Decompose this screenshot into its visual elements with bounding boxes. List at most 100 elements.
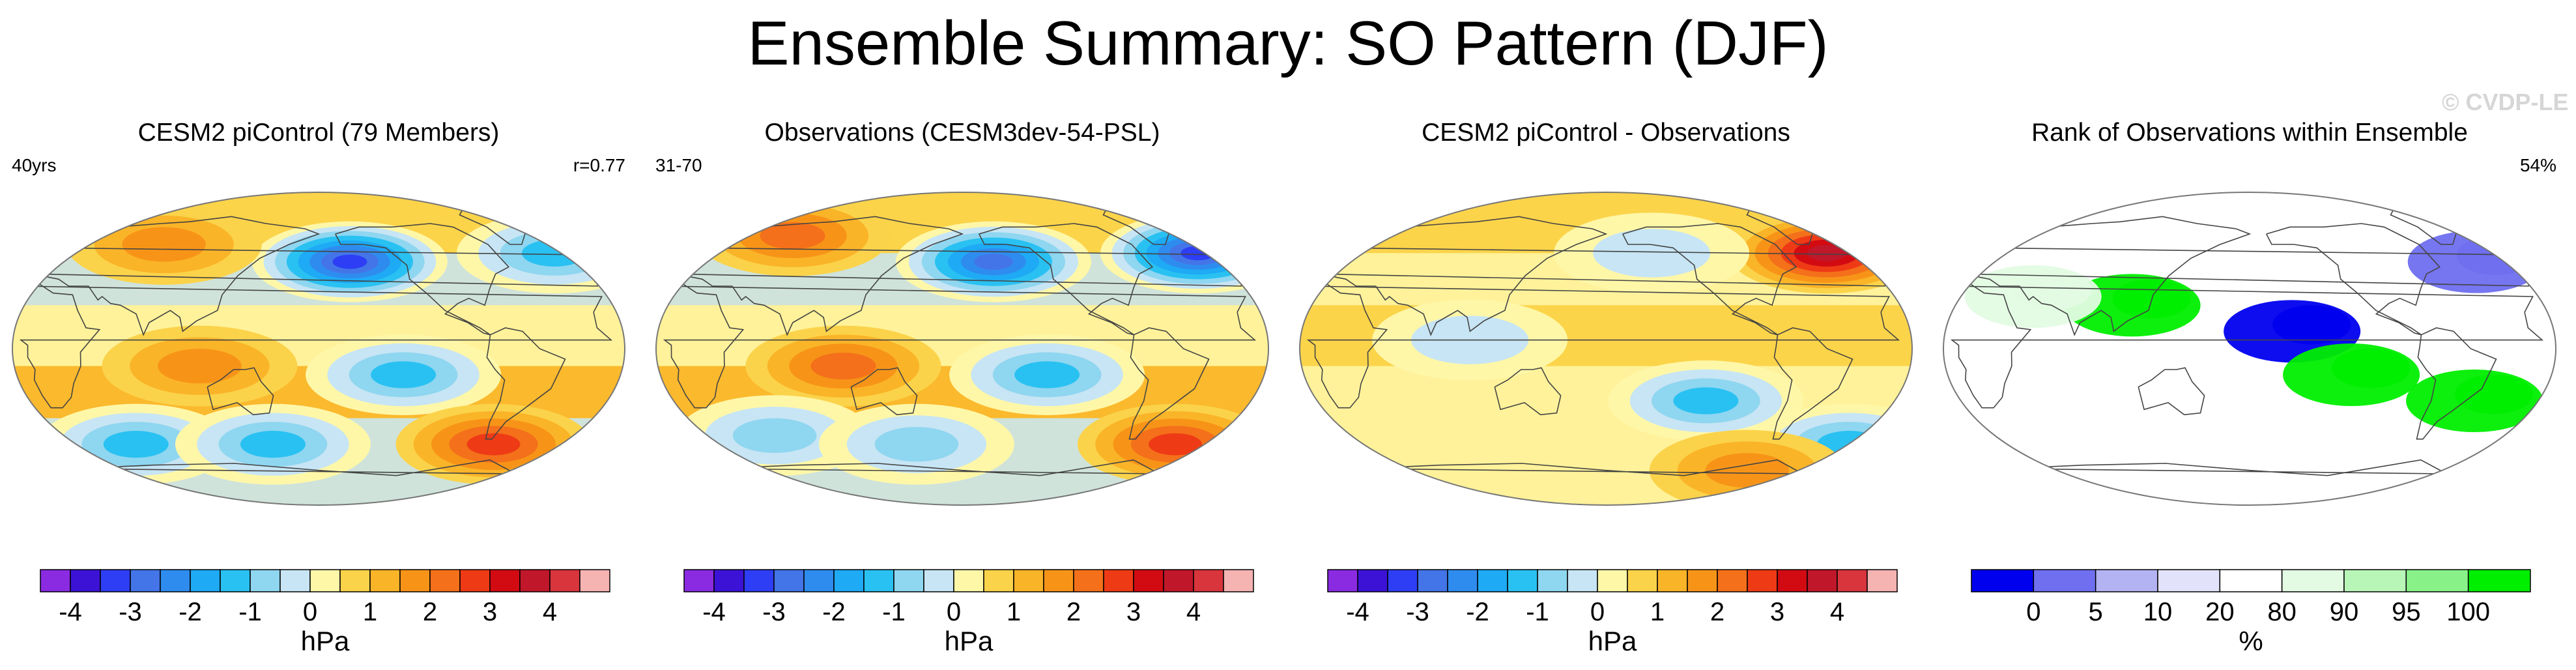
watermark: © CVDP-LE: [2442, 89, 2569, 115]
contour-level: [1014, 361, 1080, 388]
feature-maritime-continent-high: [102, 325, 298, 407]
colorbar-units: %: [2239, 626, 2263, 656]
coastline: [1361, 459, 1803, 476]
colorbar-tick-label: 4: [1186, 598, 1201, 626]
map-field: [1943, 192, 2556, 505]
colorbar-swatch: [309, 569, 341, 592]
map-outline: [1299, 192, 1913, 506]
colorbar-swatch: [1447, 569, 1478, 592]
coastline: [74, 459, 516, 476]
feature-maritime-continent-high: [745, 325, 941, 407]
feature-tasman-low: [818, 403, 1014, 485]
feature-tasman-low: [175, 403, 371, 485]
colorbar-swatch: [833, 569, 865, 592]
colorbar-swatch: [70, 569, 101, 592]
rank-patch: [2332, 349, 2411, 388]
coastline: [1622, 223, 1797, 336]
colorbar-swatch: [1073, 569, 1104, 592]
coastline: [717, 459, 1160, 476]
feature-south-pacific-low: [306, 334, 502, 415]
correlation-note: r=0.77: [573, 155, 625, 175]
colorbar-rank: 0 5 10 20 80 90 95 100%: [1971, 569, 2531, 656]
colorbar-swatch: [773, 569, 805, 592]
panel-title: Observations (CESM3dev-54-PSL): [764, 119, 1160, 147]
coastline: [1306, 284, 1900, 409]
contour-level: [874, 427, 959, 462]
colorbar-cesm2: -4 -3 -2 -1 0 1 2 3 4 hPa: [40, 569, 610, 656]
period-note: 31-70: [655, 155, 702, 175]
feature-eurasian-high: [694, 195, 891, 276]
contour-level: [158, 349, 242, 384]
contour-level: [810, 353, 876, 380]
contour-level: [1593, 229, 1711, 278]
colorbar-units: hPa: [1588, 626, 1637, 656]
colorbar-tick-label: 20: [2205, 598, 2235, 626]
colorbar-swatch: [1387, 569, 1418, 592]
map-field: [1300, 192, 1912, 505]
contour-level: [332, 254, 367, 269]
colorbar-swatch: [369, 569, 401, 592]
colorbar-tick-label: 95: [2392, 598, 2421, 626]
feature-south-pacific-high-rank: [2283, 343, 2420, 406]
contour-level: [1673, 387, 1739, 415]
colorbar-swatch: [1537, 569, 1568, 592]
feature-south-atlantic-high: [1077, 403, 1268, 485]
colorbar-swatch: [803, 569, 835, 592]
colorbar-tick-label: 0: [1590, 598, 1605, 626]
colorbar-swatch: [1327, 569, 1358, 592]
contour-level: [1807, 244, 1846, 261]
coastline: [19, 284, 613, 409]
colorbar-swatch: [743, 569, 775, 592]
colorbar-tick-label: 3: [483, 598, 497, 626]
colorbar-swatch: [130, 569, 161, 592]
colorbar-tick-label: 2: [1710, 598, 1724, 626]
panel-title: CESM2 piControl - Observations: [1422, 119, 1790, 147]
colorbar-tick-label: -2: [179, 598, 202, 626]
colorbar-swatch: [279, 569, 311, 592]
colorbar-swatch: [1507, 569, 1538, 592]
colorbar-swatch: [2033, 569, 2097, 592]
coastline: [485, 327, 566, 440]
colorbar-swatch: [429, 569, 461, 592]
period-note: 40yrs: [12, 155, 57, 175]
rank-patch: [2455, 375, 2534, 414]
coastline: [2138, 367, 2205, 416]
map-outline: [655, 192, 1269, 506]
colorbar-swatch: [2219, 569, 2283, 592]
colorbar-swatch: [549, 569, 580, 592]
colorbar-tick-label: 3: [1126, 598, 1141, 626]
panel-title: Rank of Observations within Ensemble: [2031, 119, 2468, 147]
map-rank: [1943, 192, 2556, 506]
colorbar-swatch: [579, 569, 610, 592]
colorbar-swatch: [1417, 569, 1448, 592]
colorbar-swatch: [1357, 569, 1388, 592]
coastline: [1494, 367, 1562, 416]
coastline: [2266, 223, 2441, 336]
panel-cesm2: CESM2 piControl (79 Members) 40yrs r=0.7…: [0, 0, 637, 670]
colorbar-tick-label: -4: [702, 598, 726, 626]
colorbar-tick-label: -2: [1466, 598, 1489, 626]
colorbar-swatch: [2157, 569, 2221, 592]
colorbar-swatch: [459, 569, 491, 592]
colorbar-swatch: [1657, 569, 1688, 592]
feature-north-pacific-low: [895, 221, 1091, 302]
colorbar-tick-label: 80: [2267, 598, 2297, 626]
colorbar-tick-label: -4: [59, 598, 82, 626]
colorbar-swatch: [40, 569, 71, 592]
colorbar-swatch: [983, 569, 1014, 592]
colorbar-tick-label: 0: [947, 598, 961, 626]
map-field: [656, 192, 1268, 505]
panel-rank: Rank of Observations within Ensemble 54%…: [1931, 0, 2568, 670]
map-cesm2: [12, 192, 625, 506]
feature-north-pacific-low: [251, 221, 448, 302]
colorbar-tick-label: 90: [2330, 598, 2359, 626]
colorbar-tick-label: -1: [238, 598, 262, 626]
contour-level: [103, 431, 169, 458]
colorbar-tick-label: -1: [1526, 598, 1549, 626]
coastline: [1772, 327, 1853, 440]
colorbar-swatch: [1013, 569, 1044, 592]
colorbar-tick-label: 5: [2089, 598, 2103, 626]
colorbar-swatch: [1477, 569, 1508, 592]
colorbar-tick-label: -1: [882, 598, 906, 626]
percent-note: 54%: [2519, 155, 2556, 175]
